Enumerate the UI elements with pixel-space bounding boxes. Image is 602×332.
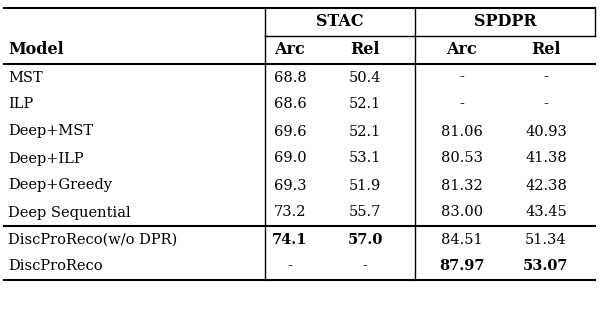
Text: 73.2: 73.2 xyxy=(274,206,306,219)
Text: SPDPR: SPDPR xyxy=(474,14,536,31)
Text: DiscProReco: DiscProReco xyxy=(8,260,102,274)
Text: 87.97: 87.97 xyxy=(439,260,485,274)
Text: 68.6: 68.6 xyxy=(274,98,306,112)
Text: -: - xyxy=(544,70,548,85)
Text: 41.38: 41.38 xyxy=(525,151,567,165)
Text: 42.38: 42.38 xyxy=(525,179,567,193)
Text: Deep+ILP: Deep+ILP xyxy=(8,151,84,165)
Text: -: - xyxy=(459,70,464,85)
Text: Deep+Greedy: Deep+Greedy xyxy=(8,179,112,193)
Text: 51.9: 51.9 xyxy=(349,179,381,193)
Text: 81.32: 81.32 xyxy=(441,179,483,193)
Text: 81.06: 81.06 xyxy=(441,124,483,138)
Text: Arc: Arc xyxy=(447,42,477,58)
Text: Rel: Rel xyxy=(532,42,560,58)
Text: 57.0: 57.0 xyxy=(347,232,383,246)
Text: MST: MST xyxy=(8,70,43,85)
Text: 43.45: 43.45 xyxy=(525,206,567,219)
Text: STAC: STAC xyxy=(316,14,364,31)
Text: 68.8: 68.8 xyxy=(274,70,306,85)
Text: 51.34: 51.34 xyxy=(525,232,567,246)
Text: Deep+MST: Deep+MST xyxy=(8,124,93,138)
Text: 74.1: 74.1 xyxy=(272,232,308,246)
Text: 53.1: 53.1 xyxy=(349,151,381,165)
Text: 50.4: 50.4 xyxy=(349,70,381,85)
Text: 83.00: 83.00 xyxy=(441,206,483,219)
Text: ILP: ILP xyxy=(8,98,33,112)
Text: -: - xyxy=(288,260,293,274)
Text: -: - xyxy=(459,98,464,112)
Text: 80.53: 80.53 xyxy=(441,151,483,165)
Text: DiscProReco(w/o DPR): DiscProReco(w/o DPR) xyxy=(8,232,177,246)
Text: 52.1: 52.1 xyxy=(349,124,381,138)
Text: Deep Sequential: Deep Sequential xyxy=(8,206,131,219)
Text: Rel: Rel xyxy=(350,42,380,58)
Text: 84.51: 84.51 xyxy=(441,232,483,246)
Text: -: - xyxy=(362,260,367,274)
Text: Arc: Arc xyxy=(275,42,305,58)
Text: 53.07: 53.07 xyxy=(523,260,569,274)
Text: 69.0: 69.0 xyxy=(274,151,306,165)
Text: 69.3: 69.3 xyxy=(274,179,306,193)
Text: 55.7: 55.7 xyxy=(349,206,381,219)
Text: 40.93: 40.93 xyxy=(525,124,567,138)
Text: -: - xyxy=(544,98,548,112)
Text: 52.1: 52.1 xyxy=(349,98,381,112)
Text: 69.6: 69.6 xyxy=(274,124,306,138)
Text: Model: Model xyxy=(8,42,64,58)
